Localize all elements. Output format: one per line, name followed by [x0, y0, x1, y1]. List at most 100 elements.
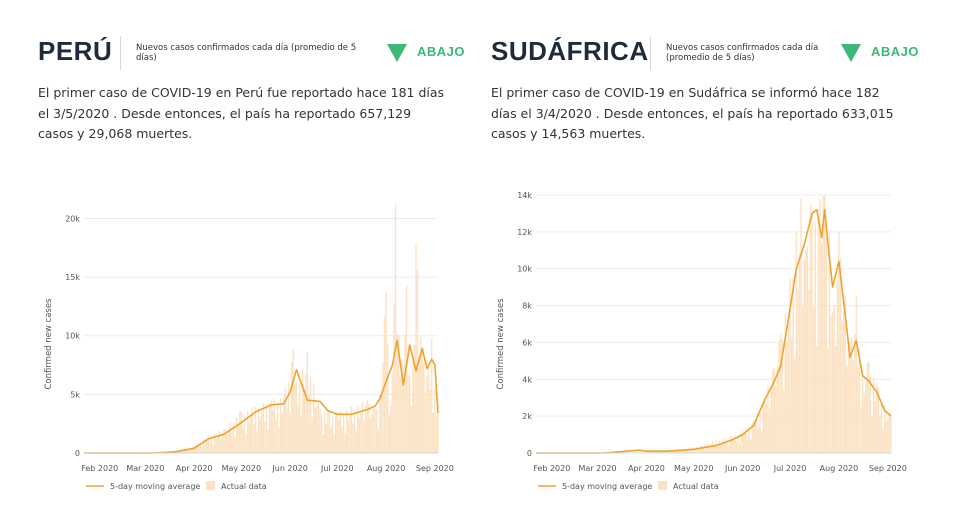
actual-data-bar — [751, 422, 753, 453]
actual-data-bar — [844, 296, 846, 453]
actual-data-bar — [262, 403, 265, 453]
south-africa-cases-chart: 0 2k 4k 6k 8k 10k 12k 14k Feb 2020 Mar 2020 Apr 20… — [496, 191, 907, 491]
actual-data-bar — [890, 416, 892, 453]
actual-data-bar — [401, 358, 403, 453]
actual-data-bar — [753, 419, 755, 453]
actual-data-bar — [882, 429, 884, 453]
actual-data-bar — [719, 443, 722, 453]
actual-data-bar — [182, 449, 184, 453]
actual-data-bar — [672, 451, 674, 453]
actual-data-bar — [775, 384, 777, 453]
actual-data-bar — [820, 243, 823, 453]
trend-label: ABAJO — [417, 44, 466, 59]
actual-data-bar — [218, 431, 221, 453]
actual-data-bar — [432, 412, 434, 453]
actual-data-bar — [874, 400, 876, 453]
actual-data-bar — [798, 253, 801, 453]
actual-data-bar — [760, 430, 763, 453]
actual-data-bar — [202, 439, 205, 453]
actual-data-bar — [847, 342, 850, 453]
actual-data-bar — [234, 436, 236, 453]
actual-data-bar — [811, 210, 813, 453]
x-tick-label: Jul 2020 — [773, 464, 807, 473]
actual-data-bar — [352, 423, 354, 453]
actual-data-bar — [876, 382, 878, 453]
x-tick-label: Feb 2020 — [81, 464, 118, 473]
y-tick-label: 14k — [517, 191, 532, 200]
actual-data-bar — [707, 443, 709, 453]
actual-data-bar — [787, 316, 790, 453]
actual-data-bar — [242, 426, 244, 453]
actual-data-bar — [833, 305, 835, 453]
actual-data-bar — [784, 312, 786, 453]
actual-data-bar — [699, 446, 701, 453]
actual-data-bar — [773, 367, 775, 453]
actual-data-bar — [723, 438, 725, 453]
x-tick-label: Sep 2020 — [869, 464, 907, 473]
actual-data-bar — [390, 406, 392, 453]
actual-data-bar — [846, 365, 848, 453]
actual-data-bar — [776, 366, 779, 453]
actual-data-bar — [797, 290, 799, 453]
actual-data-bar — [386, 344, 389, 453]
actual-data-bar — [366, 400, 368, 453]
actual-data-bar — [361, 401, 364, 453]
actual-data-bar — [887, 418, 889, 453]
actual-data-bar — [281, 412, 283, 453]
actual-data-bar — [854, 333, 856, 453]
actual-data-bar — [341, 426, 343, 453]
actual-data-bar — [198, 446, 200, 453]
actual-data-bar — [824, 195, 826, 453]
actual-data-bar — [748, 427, 750, 453]
actual-data-bar — [718, 440, 720, 453]
actual-data-bar — [221, 432, 224, 453]
actual-data-bar — [808, 289, 810, 453]
actual-data-bar — [328, 411, 331, 453]
actual-data-bar — [371, 413, 373, 453]
actual-data-bar — [756, 413, 758, 453]
actual-data-bar — [819, 198, 821, 453]
legend-label: 5-day moving average — [110, 482, 200, 491]
actual-data-bar — [852, 359, 854, 453]
actual-data-bar — [309, 376, 312, 453]
actual-data-bar — [261, 412, 263, 453]
actual-data-bar — [311, 417, 313, 453]
actual-data-bar — [358, 418, 361, 453]
x-tick-label: Jun 2020 — [271, 464, 307, 473]
actual-data-bar — [273, 398, 276, 453]
actual-data-bar — [680, 450, 682, 453]
actual-data-bar — [412, 357, 414, 453]
actual-data-bar — [697, 448, 700, 453]
actual-data-bar — [232, 423, 235, 453]
x-tick-label: Apr 2020 — [176, 464, 213, 473]
x-tick-label: Mar 2020 — [579, 464, 617, 473]
actual-data-bar — [380, 393, 383, 453]
actual-data-bar — [335, 414, 337, 453]
legend-bar-swatch — [206, 481, 215, 490]
actual-data-bar — [240, 411, 243, 453]
actual-data-bar — [424, 392, 427, 453]
actual-data-bar — [301, 369, 304, 453]
actual-data-bar — [267, 429, 269, 453]
actual-data-bar — [283, 394, 285, 453]
actual-data-bar — [308, 394, 310, 453]
x-tick-label: Jun 2020 — [724, 464, 760, 473]
country-description: El primer caso de COVID-19 en Perú fue r… — [38, 85, 445, 141]
actual-data-bar — [770, 384, 772, 453]
actual-data-bar — [298, 383, 301, 453]
actual-data-bar — [786, 343, 788, 453]
actual-data-bar — [729, 437, 731, 453]
actual-data-bar — [287, 381, 290, 453]
actual-data-bar — [850, 337, 853, 453]
actual-data-bar — [397, 335, 400, 453]
x-tick-label: May 2020 — [222, 464, 261, 473]
actual-data-bar — [339, 410, 342, 453]
y-tick-label: 10k — [65, 332, 80, 341]
actual-data-bar — [700, 444, 703, 453]
y-tick-label: 8k — [522, 302, 532, 311]
actual-data-bar — [408, 376, 411, 453]
actual-data-bar — [789, 277, 791, 453]
actual-data-bar — [825, 236, 828, 453]
actual-data-bar — [841, 320, 843, 453]
actual-data-bar — [794, 358, 796, 453]
